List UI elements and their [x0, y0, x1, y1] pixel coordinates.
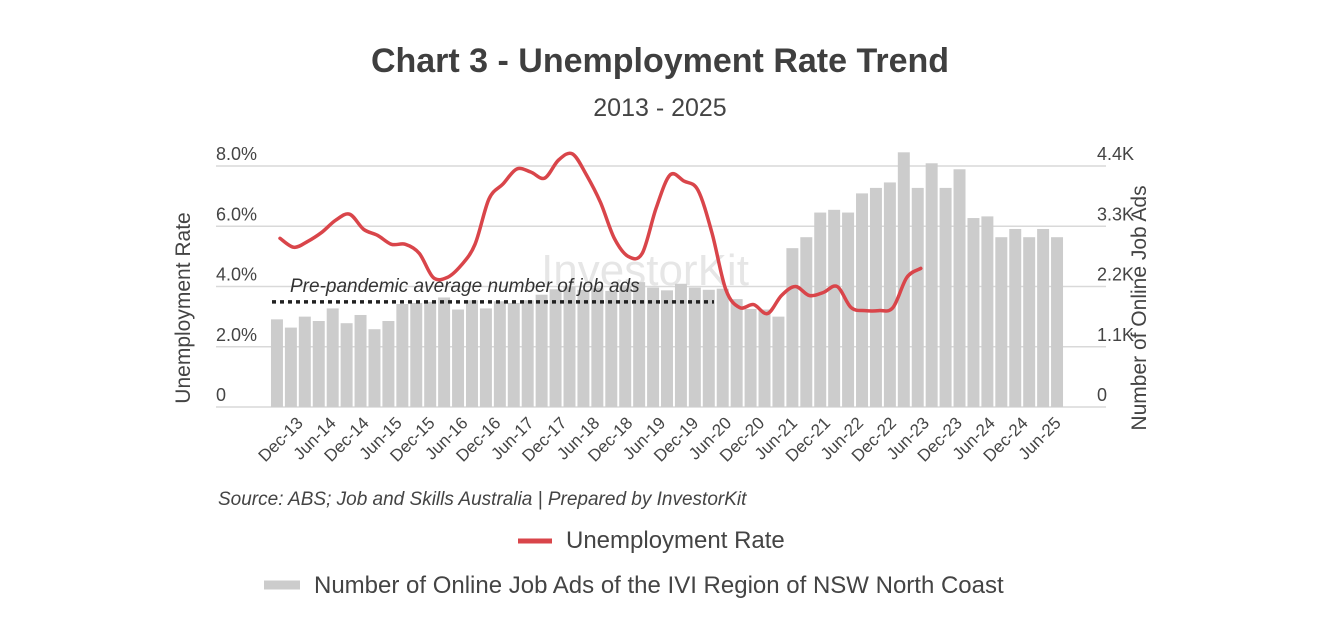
x-axis-ticks: Dec-13Jun-14Dec-14Jun-15Dec-15Jun-16Dec-… — [255, 413, 1065, 465]
job-ads-bar — [507, 302, 520, 407]
job-ads-bar — [368, 329, 381, 407]
y-axis-right-ticks: 0 1.1K 2.2K 3.3K 4.4K — [1097, 144, 1134, 405]
job-ads-bar — [786, 248, 799, 407]
job-ads-bar — [549, 289, 562, 407]
job-ads-bar — [661, 290, 673, 407]
job-ads-bar — [688, 287, 701, 407]
y-right-tick-label: 1.1K — [1097, 325, 1134, 345]
y-left-tick-label: 6.0% — [216, 204, 257, 224]
job-ads-bar — [1023, 237, 1036, 407]
job-ads-bar — [939, 187, 952, 407]
job-ads-bar — [438, 297, 451, 407]
job-ads-bar — [800, 237, 813, 407]
y-right-tick-label: 0 — [1097, 385, 1107, 405]
chart-subtitle: 2013 - 2025 — [593, 94, 727, 122]
annotation-group: Pre-pandemic average number of job ads — [272, 276, 714, 304]
job-ads-bar — [730, 299, 743, 407]
job-ads-bar — [883, 182, 896, 407]
job-ads-bar — [521, 300, 534, 407]
job-ads-bar — [577, 289, 590, 407]
y-left-tick-label: 0 — [216, 385, 226, 405]
job-ads-bars — [270, 152, 1064, 407]
job-ads-bar — [814, 212, 827, 407]
job-ads-bar — [967, 218, 980, 407]
job-ads-bar — [479, 308, 492, 407]
job-ads-bar — [493, 301, 506, 407]
job-ads-bar — [674, 283, 687, 407]
job-ads-bar — [605, 290, 618, 407]
job-ads-bar — [842, 212, 855, 407]
y-axis-left-label: Unemployment Rate — [172, 212, 195, 403]
job-ads-bar — [981, 216, 994, 407]
job-ads-bar — [354, 314, 367, 407]
y-left-tick-label: 8.0% — [216, 144, 257, 164]
job-ads-bar — [1037, 228, 1050, 407]
job-ads-bar — [1009, 228, 1022, 407]
job-ads-bar — [758, 309, 771, 407]
job-ads-bar — [270, 319, 283, 407]
job-ads-bar — [856, 193, 869, 407]
y-left-tick-label: 4.0% — [216, 265, 257, 285]
chart-title: Chart 3 - Unemployment Rate Trend — [370, 42, 950, 80]
job-ads-bar — [716, 288, 729, 407]
unemployment-rate-line — [278, 151, 923, 316]
job-ads-bar — [424, 301, 437, 407]
source-note: Source: ABS; Job and Skills Australia | … — [218, 489, 747, 510]
job-ads-bar — [326, 308, 339, 407]
job-ads-bar — [1051, 237, 1064, 407]
y-axis-right-label: Number of Online Job Ads — [1128, 185, 1151, 430]
job-ads-bar — [535, 294, 548, 407]
job-ads-bar — [647, 287, 660, 407]
job-ads-bar — [465, 300, 478, 407]
job-ads-bar — [563, 286, 576, 407]
job-ads-bar — [619, 285, 632, 407]
job-ads-bar — [772, 316, 785, 407]
job-ads-bar — [284, 327, 297, 407]
job-ads-bar — [396, 304, 409, 407]
legend: Unemployment Rate Number of Online Job A… — [264, 527, 1004, 599]
job-ads-bar — [298, 316, 311, 407]
job-ads-bar — [869, 187, 882, 407]
y-right-tick-label: 2.2K — [1097, 265, 1134, 285]
job-ads-bar — [633, 282, 646, 407]
job-ads-bar — [911, 187, 924, 407]
y-right-tick-label: 3.3K — [1097, 204, 1134, 224]
job-ads-bar — [312, 321, 325, 407]
job-ads-bar — [953, 169, 966, 407]
y-right-tick-label: 4.4K — [1097, 144, 1134, 164]
job-ads-bar — [702, 289, 715, 407]
legend-label-job-ads: Number of Online Job Ads of the IVI Regi… — [314, 572, 1004, 599]
job-ads-bar — [410, 302, 423, 407]
job-ads-bar — [995, 237, 1008, 407]
y-left-tick-label: 2.0% — [216, 325, 257, 345]
annotation-label: Pre-pandemic average number of job ads — [290, 276, 640, 297]
job-ads-bar — [340, 323, 353, 407]
job-ads-bar — [828, 209, 841, 407]
legend-label-unemployment: Unemployment Rate — [566, 527, 785, 554]
y-axis-left-ticks: 0 2.0% 4.0% 6.0% 8.0% — [216, 144, 257, 405]
job-ads-bar — [452, 309, 465, 407]
job-ads-bar — [744, 308, 757, 407]
job-ads-bar — [591, 287, 604, 407]
job-ads-bar — [382, 321, 395, 407]
job-ads-bar — [925, 163, 938, 407]
